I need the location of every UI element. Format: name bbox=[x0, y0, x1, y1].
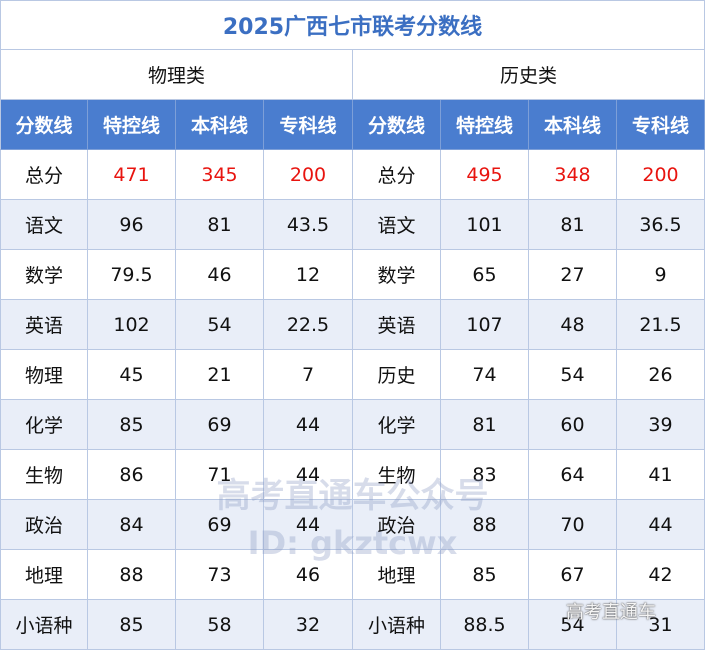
score: 83 bbox=[441, 450, 529, 500]
score: 69 bbox=[176, 500, 264, 550]
title: 2025广西七市联考分数线 bbox=[0, 0, 705, 50]
score: 22.5 bbox=[264, 300, 353, 350]
score: 86 bbox=[88, 450, 176, 500]
score: 44 bbox=[264, 500, 353, 550]
score: 58 bbox=[176, 600, 264, 650]
subject: 英语 bbox=[0, 300, 88, 350]
score: 107 bbox=[441, 300, 529, 350]
score: 85 bbox=[88, 400, 176, 450]
score: 79.5 bbox=[88, 250, 176, 300]
score: 88 bbox=[441, 500, 529, 550]
subject: 英语 bbox=[353, 300, 441, 350]
score: 81 bbox=[529, 200, 617, 250]
subject: 地理 bbox=[0, 550, 88, 600]
score: 7 bbox=[264, 350, 353, 400]
subject: 政治 bbox=[0, 500, 88, 550]
subject: 数学 bbox=[353, 250, 441, 300]
score: 200 bbox=[617, 150, 705, 200]
column-header: 专科线 bbox=[617, 100, 705, 150]
score: 32 bbox=[264, 600, 353, 650]
score: 67 bbox=[529, 550, 617, 600]
group-header: 物理类 bbox=[0, 50, 353, 100]
score: 69 bbox=[176, 400, 264, 450]
score: 74 bbox=[441, 350, 529, 400]
score: 44 bbox=[264, 400, 353, 450]
score: 60 bbox=[529, 400, 617, 450]
subject: 总分 bbox=[0, 150, 88, 200]
score: 42 bbox=[617, 550, 705, 600]
score: 64 bbox=[529, 450, 617, 500]
score: 200 bbox=[264, 150, 353, 200]
score: 348 bbox=[529, 150, 617, 200]
score: 471 bbox=[88, 150, 176, 200]
subject: 语文 bbox=[353, 200, 441, 250]
score: 46 bbox=[264, 550, 353, 600]
score: 71 bbox=[176, 450, 264, 500]
score: 54 bbox=[176, 300, 264, 350]
subject: 化学 bbox=[353, 400, 441, 450]
score: 39 bbox=[617, 400, 705, 450]
subject: 物理 bbox=[0, 350, 88, 400]
subject: 语文 bbox=[0, 200, 88, 250]
column-header: 专科线 bbox=[264, 100, 353, 150]
score: 101 bbox=[441, 200, 529, 250]
score: 84 bbox=[88, 500, 176, 550]
subject: 总分 bbox=[353, 150, 441, 200]
score: 36.5 bbox=[617, 200, 705, 250]
score: 44 bbox=[617, 500, 705, 550]
subject: 数学 bbox=[0, 250, 88, 300]
score: 46 bbox=[176, 250, 264, 300]
score: 73 bbox=[176, 550, 264, 600]
group-header: 历史类 bbox=[353, 50, 705, 100]
score: 27 bbox=[529, 250, 617, 300]
subject: 历史 bbox=[353, 350, 441, 400]
score: 44 bbox=[264, 450, 353, 500]
score: 9 bbox=[617, 250, 705, 300]
score: 102 bbox=[88, 300, 176, 350]
column-header: 特控线 bbox=[88, 100, 176, 150]
score: 96 bbox=[88, 200, 176, 250]
subject: 化学 bbox=[0, 400, 88, 450]
score: 495 bbox=[441, 150, 529, 200]
score: 54 bbox=[529, 600, 617, 650]
score: 21.5 bbox=[617, 300, 705, 350]
score: 85 bbox=[88, 600, 176, 650]
score: 12 bbox=[264, 250, 353, 300]
score: 54 bbox=[529, 350, 617, 400]
score: 41 bbox=[617, 450, 705, 500]
column-header: 本科线 bbox=[529, 100, 617, 150]
score: 65 bbox=[441, 250, 529, 300]
score: 45 bbox=[88, 350, 176, 400]
score: 345 bbox=[176, 150, 264, 200]
score: 81 bbox=[176, 200, 264, 250]
score: 48 bbox=[529, 300, 617, 350]
score: 26 bbox=[617, 350, 705, 400]
score: 43.5 bbox=[264, 200, 353, 250]
subject: 小语种 bbox=[0, 600, 88, 650]
subject: 政治 bbox=[353, 500, 441, 550]
score: 31 bbox=[617, 600, 705, 650]
subject: 生物 bbox=[353, 450, 441, 500]
score: 21 bbox=[176, 350, 264, 400]
score: 81 bbox=[441, 400, 529, 450]
subject: 小语种 bbox=[353, 600, 441, 650]
column-header: 分数线 bbox=[0, 100, 88, 150]
subject: 地理 bbox=[353, 550, 441, 600]
column-header: 本科线 bbox=[176, 100, 264, 150]
score: 85 bbox=[441, 550, 529, 600]
score: 88 bbox=[88, 550, 176, 600]
subject: 生物 bbox=[0, 450, 88, 500]
column-header: 特控线 bbox=[441, 100, 529, 150]
column-header: 分数线 bbox=[353, 100, 441, 150]
score: 88.5 bbox=[441, 600, 529, 650]
score: 70 bbox=[529, 500, 617, 550]
